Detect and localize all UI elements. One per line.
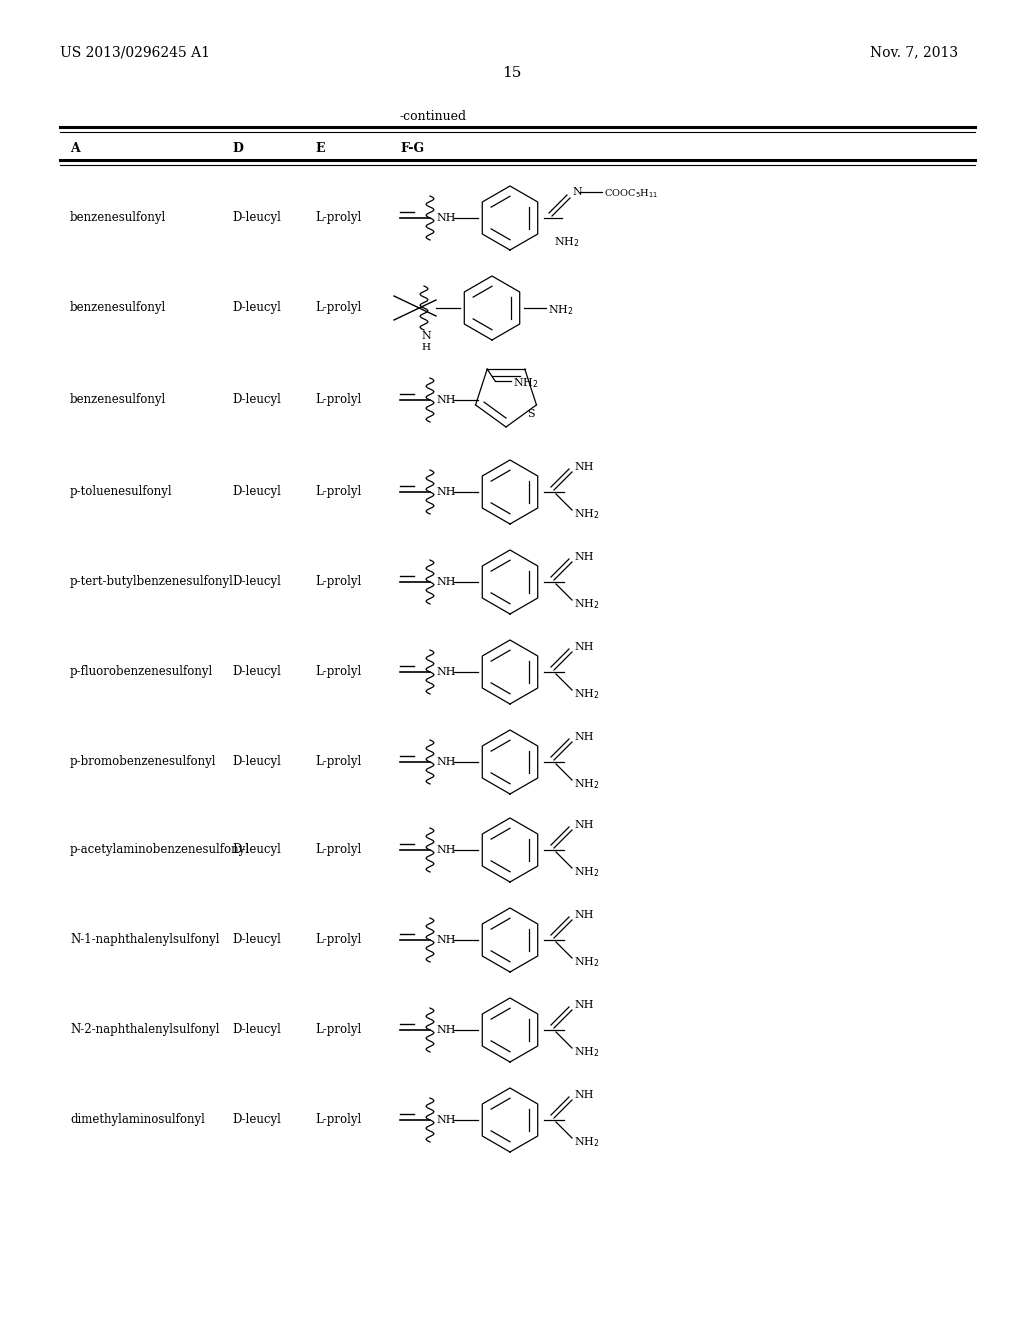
Text: L-prolyl: L-prolyl [315, 843, 361, 857]
Text: Nov. 7, 2013: Nov. 7, 2013 [870, 45, 958, 59]
Text: D-leucyl: D-leucyl [232, 933, 281, 946]
Text: N-2-naphthalenylsulfonyl: N-2-naphthalenylsulfonyl [70, 1023, 219, 1036]
Text: D-leucyl: D-leucyl [232, 1114, 281, 1126]
Text: N: N [421, 331, 431, 341]
Text: NH$_2$: NH$_2$ [574, 777, 600, 791]
Text: NH: NH [574, 909, 594, 920]
Text: dimethylaminosulfonyl: dimethylaminosulfonyl [70, 1114, 205, 1126]
Text: L-prolyl: L-prolyl [315, 486, 361, 499]
Text: D-leucyl: D-leucyl [232, 755, 281, 768]
Text: D: D [232, 143, 243, 156]
Text: -continued: -continued [400, 111, 467, 124]
Text: COOC$_5$H$_{11}$: COOC$_5$H$_{11}$ [604, 187, 658, 201]
Text: NH: NH [436, 667, 456, 677]
Text: NH: NH [574, 820, 594, 830]
Text: NH: NH [436, 213, 456, 223]
Text: NH$_2$: NH$_2$ [574, 688, 600, 701]
Text: NH: NH [574, 462, 594, 473]
Text: NH$_2$: NH$_2$ [554, 235, 580, 249]
Text: p-acetylaminobenzenesulfonyl: p-acetylaminobenzenesulfonyl [70, 843, 250, 857]
Text: L-prolyl: L-prolyl [315, 665, 361, 678]
Text: NH: NH [436, 395, 456, 405]
Text: p-fluorobenzenesulfonyl: p-fluorobenzenesulfonyl [70, 665, 213, 678]
Text: NH: NH [574, 1090, 594, 1100]
Text: benzenesulfonyl: benzenesulfonyl [70, 301, 166, 314]
Text: D-leucyl: D-leucyl [232, 393, 281, 407]
Text: D-leucyl: D-leucyl [232, 665, 281, 678]
Text: L-prolyl: L-prolyl [315, 1114, 361, 1126]
Text: L-prolyl: L-prolyl [315, 933, 361, 946]
Text: NH$_2$: NH$_2$ [548, 304, 573, 317]
Text: L-prolyl: L-prolyl [315, 211, 361, 224]
Text: N: N [572, 187, 582, 197]
Text: L-prolyl: L-prolyl [315, 1023, 361, 1036]
Text: H: H [422, 343, 430, 352]
Text: D-leucyl: D-leucyl [232, 576, 281, 589]
Text: D-leucyl: D-leucyl [232, 843, 281, 857]
Text: E: E [315, 143, 325, 156]
Text: NH$_2$: NH$_2$ [574, 507, 600, 521]
Text: NH$_2$: NH$_2$ [513, 376, 539, 389]
Text: NH$_2$: NH$_2$ [574, 597, 600, 611]
Text: p-toluenesulfonyl: p-toluenesulfonyl [70, 486, 173, 499]
Text: 15: 15 [503, 66, 521, 81]
Text: L-prolyl: L-prolyl [315, 755, 361, 768]
Text: D-leucyl: D-leucyl [232, 486, 281, 499]
Text: N-1-naphthalenylsulfonyl: N-1-naphthalenylsulfonyl [70, 933, 219, 946]
Text: NH: NH [436, 1115, 456, 1125]
Text: D-leucyl: D-leucyl [232, 211, 281, 224]
Text: NH$_2$: NH$_2$ [574, 865, 600, 879]
Text: F-G: F-G [400, 143, 424, 156]
Text: p-tert-butylbenzenesulfonyl: p-tert-butylbenzenesulfonyl [70, 576, 233, 589]
Text: NH$_2$: NH$_2$ [574, 1045, 600, 1059]
Text: US 2013/0296245 A1: US 2013/0296245 A1 [60, 45, 210, 59]
Text: benzenesulfonyl: benzenesulfonyl [70, 211, 166, 224]
Text: NH: NH [574, 1001, 594, 1010]
Text: NH: NH [436, 845, 456, 855]
Text: NH$_2$: NH$_2$ [574, 1135, 600, 1148]
Text: NH: NH [574, 733, 594, 742]
Text: NH$_2$: NH$_2$ [574, 956, 600, 969]
Text: A: A [70, 143, 80, 156]
Text: L-prolyl: L-prolyl [315, 393, 361, 407]
Text: S: S [526, 409, 535, 418]
Text: L-prolyl: L-prolyl [315, 576, 361, 589]
Text: NH: NH [436, 756, 456, 767]
Text: L-prolyl: L-prolyl [315, 301, 361, 314]
Text: D-leucyl: D-leucyl [232, 1023, 281, 1036]
Text: p-bromobenzenesulfonyl: p-bromobenzenesulfonyl [70, 755, 216, 768]
Text: NH: NH [574, 552, 594, 562]
Text: D-leucyl: D-leucyl [232, 301, 281, 314]
Text: NH: NH [436, 1026, 456, 1035]
Text: NH: NH [574, 642, 594, 652]
Text: benzenesulfonyl: benzenesulfonyl [70, 393, 166, 407]
Text: NH: NH [436, 577, 456, 587]
Text: NH: NH [436, 935, 456, 945]
Text: NH: NH [436, 487, 456, 498]
